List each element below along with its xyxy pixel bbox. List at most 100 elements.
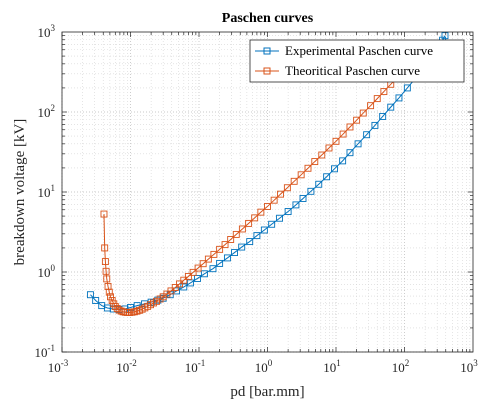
data-point-experimental — [86, 291, 94, 299]
data-point-experimental — [331, 165, 338, 173]
data-point-theoretical — [184, 272, 192, 280]
data-point-experimental — [339, 157, 347, 165]
legend-box — [249, 39, 465, 83]
data-point-theoretical — [102, 267, 110, 275]
series-line-theoretical — [103, 46, 426, 313]
x-tick-label: 10-2 — [116, 358, 137, 375]
data-point-theoretical — [189, 268, 197, 276]
data-point-experimental — [246, 238, 254, 246]
data-point-experimental — [200, 270, 208, 278]
x-tick-label: 102 — [392, 358, 410, 375]
x-axis-label: pd [bar.mm] — [230, 384, 304, 400]
data-point-theoretical — [270, 196, 278, 204]
data-point-experimental — [299, 195, 307, 202]
data-point-theoretical — [353, 116, 361, 124]
data-point-theoretical — [204, 255, 212, 263]
data-point-experimental — [441, 32, 449, 40]
data-point-experimental — [395, 94, 403, 102]
data-point-experimental — [231, 249, 238, 257]
data-point-experimental — [276, 214, 284, 222]
data-point-experimental — [387, 103, 395, 111]
data-point-theoretical — [100, 210, 108, 218]
data-point-theoretical — [232, 230, 240, 238]
data-point-theoretical — [304, 164, 312, 172]
data-point-experimental — [284, 208, 292, 215]
data-point-theoretical — [277, 190, 284, 198]
data-point-theoretical — [101, 244, 109, 252]
data-point-theoretical — [318, 151, 326, 159]
x-tick-labels: 10-3 10-2 10-1 100 101 102 103 — [48, 358, 479, 375]
data-point-theoretical — [176, 280, 184, 288]
legend-label-experimental: Experimental Paschen curve — [285, 43, 433, 58]
data-point-theoretical — [283, 184, 291, 192]
ticks — [61, 32, 473, 353]
data-point-theoretical — [210, 250, 218, 258]
data-point-theoretical — [257, 208, 265, 216]
data-point-theoretical — [332, 137, 340, 145]
data-point-theoretical — [251, 214, 259, 222]
data-point-experimental — [403, 84, 411, 92]
series-line-experimental — [90, 35, 446, 310]
data-point-theoretical — [290, 177, 298, 185]
data-point-theoretical — [133, 307, 141, 315]
data-point-theoretical — [199, 260, 207, 268]
y-tick-labels: 10-1 100 101 102 103 — [35, 23, 56, 360]
data-point-experimental — [238, 243, 246, 251]
data-point-experimental — [371, 121, 379, 129]
data-point-experimental — [209, 265, 217, 273]
x-tick-label: 100 — [255, 358, 273, 375]
x-tick-label: 103 — [460, 358, 478, 375]
data-point-theoretical — [325, 144, 333, 152]
data-point-theoretical — [367, 102, 375, 110]
data-point-theoretical — [245, 219, 253, 227]
data-point-theoretical — [130, 308, 138, 316]
data-point-theoretical — [216, 245, 224, 253]
data-point-theoretical — [227, 236, 235, 243]
data-point-theoretical — [107, 293, 114, 301]
data-point-experimental — [323, 173, 331, 181]
data-point-experimental — [379, 112, 387, 120]
data-point-experimental — [194, 275, 201, 282]
data-point-experimental — [186, 279, 194, 287]
data-point-theoretical — [264, 202, 271, 210]
data-point-experimental — [307, 187, 315, 195]
data-point-theoretical — [297, 171, 305, 179]
data-point-theoretical — [101, 258, 109, 266]
data-point-experimental — [346, 149, 354, 157]
data-point-experimental — [216, 259, 224, 267]
y-tick-label: 100 — [38, 263, 56, 280]
x-tick-label: 101 — [323, 358, 341, 375]
data-point-theoretical — [346, 123, 354, 131]
legend-marker-theoretical — [263, 67, 271, 75]
data-point-theoretical — [359, 109, 367, 117]
data-point-theoretical — [171, 284, 179, 291]
data-point-theoretical — [180, 276, 188, 284]
legend-label-theoretical: Theoritical Paschen curve — [285, 63, 420, 78]
data-point-theoretical — [221, 241, 229, 249]
y-axis-label: breakdown voltage [kV] — [12, 119, 28, 266]
grid — [61, 32, 473, 353]
y-tick-label: 10-1 — [35, 343, 56, 360]
data-point-theoretical — [339, 130, 347, 138]
data-point-experimental — [363, 131, 371, 139]
x-tick-label: 10-3 — [48, 358, 69, 375]
data-point-experimental — [354, 140, 362, 148]
data-point-theoretical — [105, 288, 113, 296]
y-tick-label: 101 — [38, 183, 56, 200]
data-point-experimental — [223, 254, 231, 262]
data-point-experimental — [260, 226, 268, 234]
data-point-theoretical — [373, 95, 381, 103]
data-point-theoretical — [111, 303, 119, 310]
data-point-theoretical — [238, 225, 246, 233]
data-point-experimental — [92, 297, 100, 304]
x-tick-label: 10-1 — [185, 358, 206, 375]
data-point-experimental — [253, 232, 261, 240]
data-point-theoretical — [311, 158, 319, 166]
y-tick-label: 103 — [38, 23, 56, 40]
data-point-theoretical — [194, 264, 202, 272]
data-point-theoretical — [153, 297, 160, 305]
chart-title: Paschen curves — [222, 11, 314, 26]
legend-marker-experimental — [263, 47, 271, 55]
